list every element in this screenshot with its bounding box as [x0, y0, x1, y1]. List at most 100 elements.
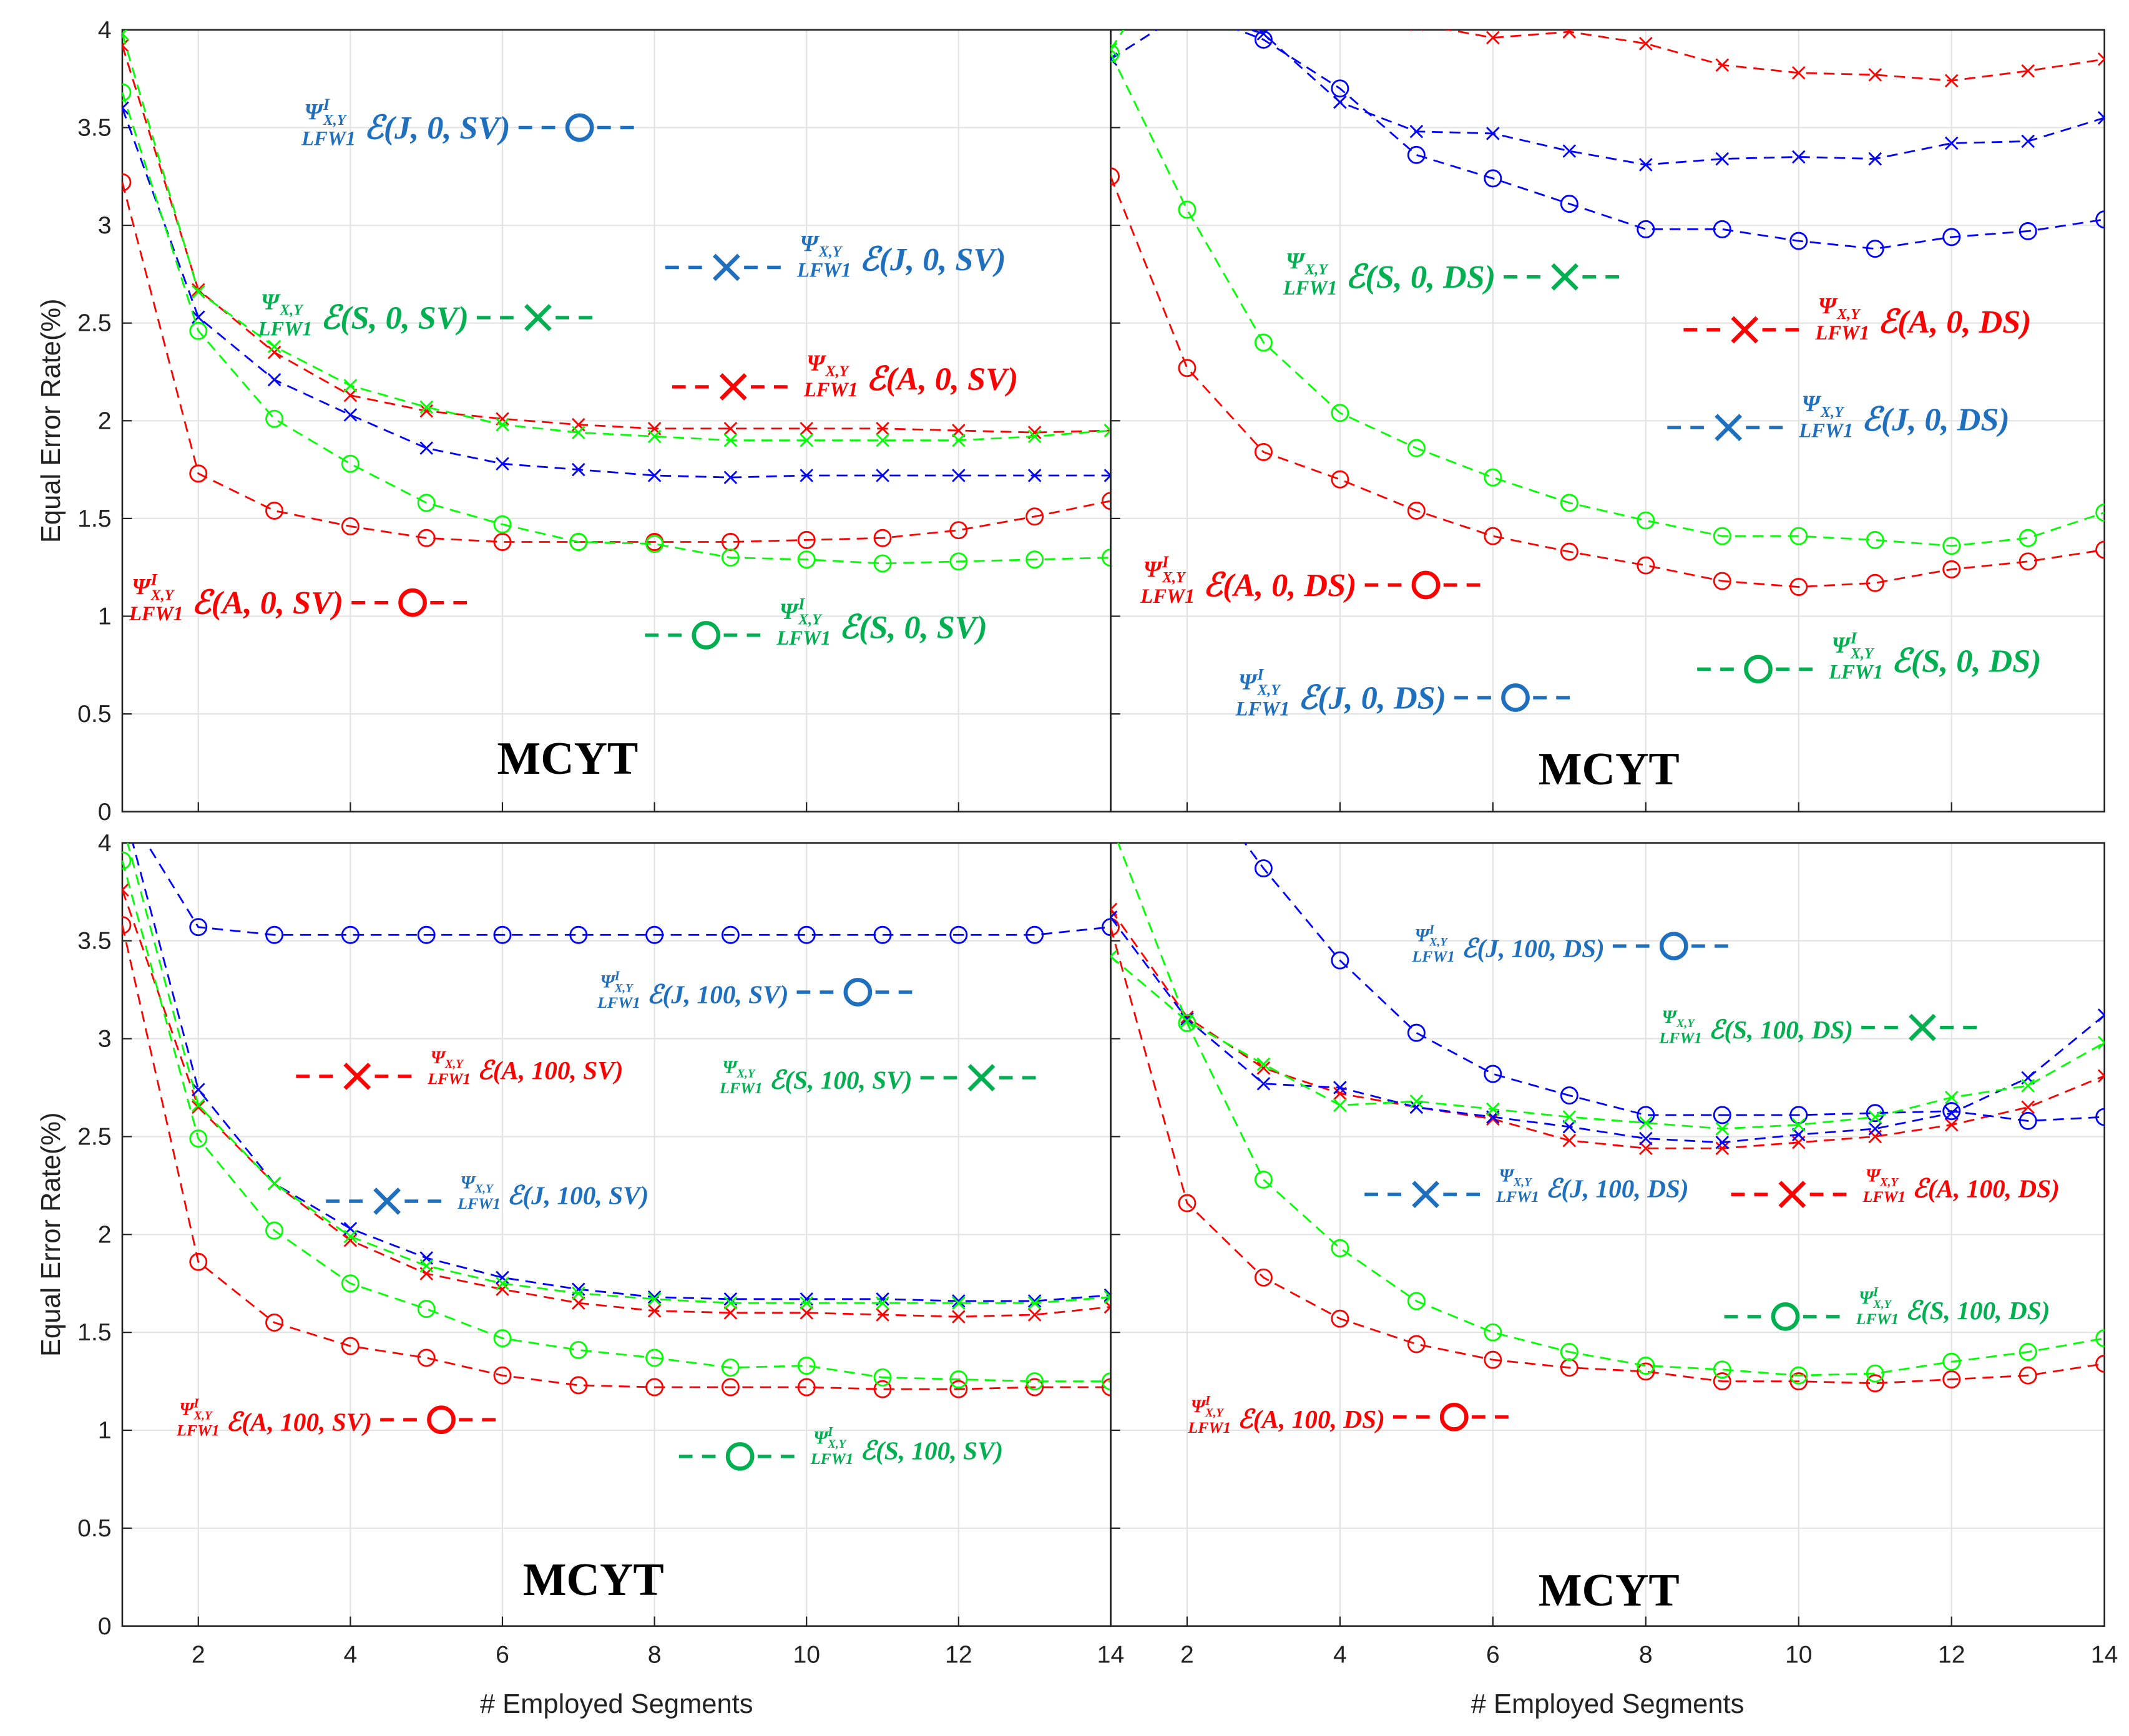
y-tick-label: 0.5 [77, 1515, 111, 1542]
marker [569, 533, 588, 551]
marker-stroke [1639, 1141, 1653, 1156]
legend-prefix-sub: X,Y [1850, 646, 1875, 662]
y-tick-label: 4 [98, 17, 112, 44]
y-tick-label: 1.5 [77, 505, 111, 532]
marker [373, 1187, 401, 1215]
marker-stroke [1715, 414, 1743, 442]
marker-stroke [373, 1187, 401, 1215]
marker [1110, 910, 1118, 924]
marker-stroke [1104, 1288, 1111, 1297]
legend-symbol [296, 1063, 419, 1090]
marker [265, 925, 284, 944]
marker [341, 1337, 360, 1355]
marker [1942, 560, 1961, 578]
marker [122, 101, 129, 115]
legend-label: ℰ(J, 0, DS) [1861, 402, 2009, 438]
marker-stroke [343, 408, 358, 422]
legend-symbol [672, 373, 795, 401]
marker-stroke [1104, 429, 1111, 437]
marker-stroke [713, 253, 740, 281]
legend-sub: LFW1 [427, 1070, 471, 1088]
marker [1501, 683, 1530, 712]
legend-symbol [1724, 1302, 1847, 1331]
y-tick-label: 1 [98, 603, 112, 630]
marker-stroke [2097, 1069, 2105, 1078]
marker [417, 1348, 436, 1367]
marker [1104, 1290, 1111, 1304]
marker [1731, 316, 1759, 344]
x-tick-label: 12 [945, 1642, 972, 1669]
marker-stroke [572, 1296, 585, 1310]
series-line [1110, 955, 2105, 1130]
marker [496, 1282, 509, 1296]
marker [952, 469, 966, 482]
marker [800, 433, 814, 447]
legend-symbol [326, 1187, 448, 1215]
marker [572, 462, 585, 477]
legend-sub: LFW1 [776, 627, 831, 650]
legend-prefix: Ψ [304, 99, 324, 124]
legend-prefix-sub: X,Y [323, 112, 348, 129]
marker-stroke [952, 1294, 966, 1308]
marker [1639, 1116, 1653, 1130]
legend-prefix-sub: X,Y [1256, 683, 1281, 699]
marker-stroke [876, 1308, 889, 1322]
marker [1101, 492, 1111, 510]
marker-stroke [524, 304, 552, 331]
x-tick-label: 6 [1486, 1642, 1500, 1669]
marker [873, 1380, 892, 1398]
marker [645, 535, 664, 553]
x-tick-label: 12 [1938, 1642, 1965, 1669]
x-tick-label: 8 [1639, 1642, 1653, 1669]
marker [267, 1176, 281, 1191]
marker-stroke [1551, 263, 1578, 291]
marker-stroke [419, 441, 433, 455]
marker-stroke [1412, 1181, 1439, 1209]
marker [1944, 1090, 1959, 1105]
legend-symbol [1392, 1403, 1515, 1431]
marker-stroke [723, 1292, 738, 1306]
marker [949, 1370, 968, 1388]
legend-symbol [1504, 263, 1626, 291]
marker [1412, 1181, 1439, 1209]
marker [723, 471, 738, 484]
legend-sub: LFW1 [1411, 947, 1455, 965]
marker [1484, 1323, 1502, 1342]
marker [1560, 542, 1578, 561]
series-line [1444, 29, 2105, 82]
marker-stroke [723, 471, 738, 484]
marker [1942, 537, 1961, 555]
y-tick-label: 3 [98, 212, 112, 239]
x-tick-label: 8 [648, 1642, 662, 1669]
marker-stroke [1027, 469, 1042, 482]
marker [1713, 1372, 1731, 1391]
legend-prefix: Ψ [1191, 1397, 1207, 1417]
marker [1866, 240, 1884, 258]
marker [2095, 1354, 2105, 1373]
marker [1407, 145, 1426, 164]
marker-stroke [1639, 36, 1653, 51]
marker [797, 550, 816, 569]
marker-stroke [1562, 29, 1573, 39]
marker-stroke [122, 32, 129, 41]
marker [419, 1259, 433, 1273]
marker-stroke [800, 1296, 814, 1310]
legend-symbol [645, 621, 768, 650]
marker [1025, 925, 1044, 944]
marker [265, 1221, 284, 1240]
marker-stroke [1256, 1057, 1271, 1071]
legend-prefix: Ψ [813, 1428, 830, 1448]
marker [1637, 220, 1655, 238]
marker [1027, 1294, 1042, 1308]
legend-prefix-sub: X,Y [1429, 935, 1449, 948]
marker [647, 1290, 662, 1304]
legend-label: ℰ(S, 100, SV) [860, 1436, 1003, 1465]
marker-stroke [1027, 1296, 1042, 1310]
marker-stroke [1409, 124, 1424, 139]
marker [2021, 1100, 2035, 1114]
marker [952, 1294, 966, 1308]
marker [1868, 68, 1882, 82]
marker [1110, 949, 1118, 963]
marker [1486, 31, 1500, 45]
